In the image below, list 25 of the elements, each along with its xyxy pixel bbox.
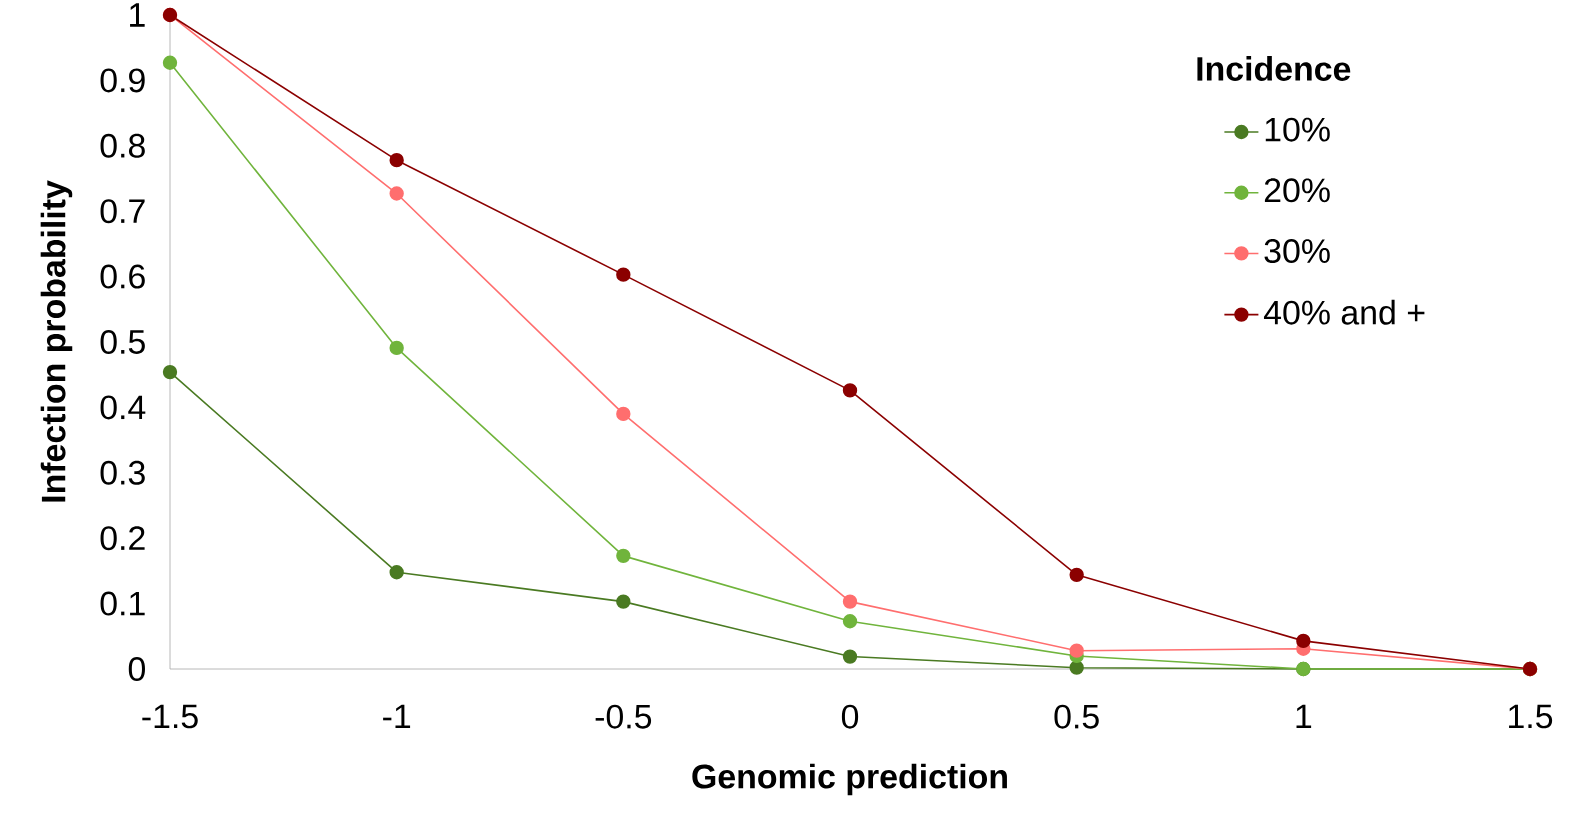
y-tick-label: 0.2 — [100, 526, 145, 551]
y-tick-label: 0.8 — [100, 133, 145, 158]
legend-label: 40% and + — [1263, 299, 1425, 325]
y-axis-title: Infection probability — [40, 180, 73, 502]
y-tick-label: 0.9 — [100, 68, 145, 93]
legend-label: 10% — [1265, 117, 1330, 142]
x-tick-label: -1 — [383, 704, 411, 728]
x-tick-label: -1.5 — [142, 704, 198, 729]
x-tick-label: -0.5 — [595, 704, 652, 729]
x-axis-title: Genomic prediction — [692, 763, 1007, 796]
y-tick-label: 0.4 — [100, 395, 146, 420]
y-tick-label: 0.7 — [100, 199, 145, 224]
legend-label: 20% — [1264, 178, 1330, 203]
y-tick-label: 0.3 — [100, 460, 145, 485]
y-tick-label: 0.1 — [100, 591, 145, 616]
x-tick-label: 0 — [841, 704, 859, 729]
y-tick-label: 0.5 — [100, 330, 145, 354]
x-tick-label: 1.5 — [1509, 704, 1553, 729]
x-tick-label: 0.5 — [1054, 704, 1099, 729]
x-tick-label: 1 — [1296, 704, 1312, 728]
legend-title: Incidence — [1197, 56, 1351, 81]
legend-label: 30% — [1264, 239, 1330, 264]
y-tick-label: 1 — [130, 3, 145, 27]
y-tick-label: 0 — [128, 657, 145, 681]
y-tick-label: 0.6 — [100, 264, 145, 289]
